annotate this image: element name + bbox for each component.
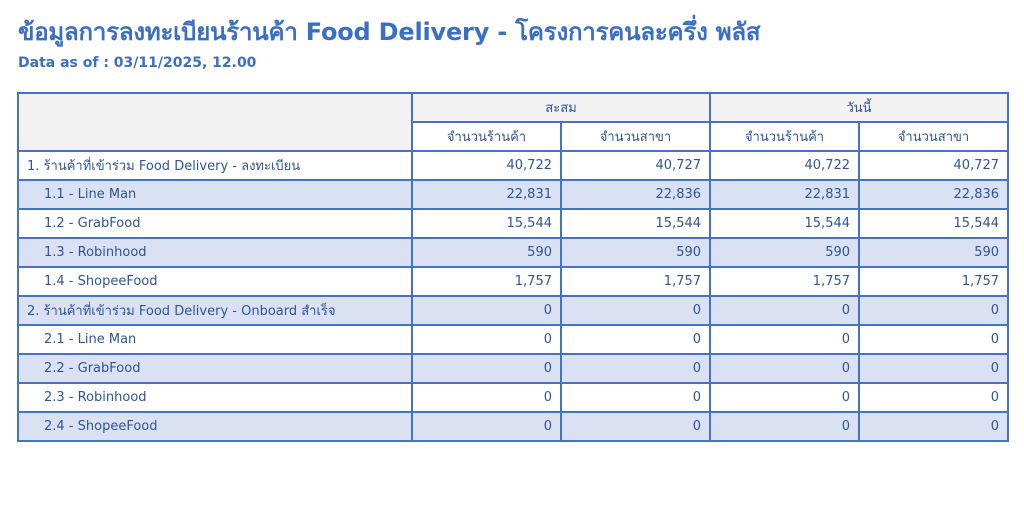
value-cell: 0 (559, 353, 712, 384)
subheader-stores: จำนวนร้านค้า (411, 121, 562, 152)
value-cell: 0 (709, 382, 861, 413)
row-label: 1.2 - GrabFood (17, 208, 413, 239)
table-row: 1.4 - ShopeeFood 1,757 1,757 1,757 1,757 (17, 266, 1010, 297)
row-label: 1.1 - Line Man (17, 179, 413, 210)
value-cell: 22,836 (858, 179, 1010, 210)
value-cell: 0 (709, 353, 861, 384)
table-row: 1.3 - Robinhood 590 590 590 590 (17, 237, 1010, 268)
registration-table: สะสม วันนี้ จำนวนร้านค้า จำนวนสาขา จำนวน… (17, 92, 1010, 442)
table-row: 2.4 - ShopeeFood 0 0 0 0 (17, 411, 1010, 442)
value-cell: 0 (559, 411, 712, 442)
row-label: 1. ร้านค้าที่เข้าร่วม Food Delivery - ลง… (17, 150, 413, 181)
subheader-row: จำนวนร้านค้า จำนวนสาขา จำนวนร้านค้า จำนว… (18, 121, 1010, 152)
value-cell: 590 (709, 237, 861, 268)
value-cell: 40,722 (411, 150, 562, 181)
table-row: 1. ร้านค้าที่เข้าร่วม Food Delivery - ลง… (17, 150, 1010, 181)
value-cell: 0 (858, 353, 1010, 384)
value-cell: 0 (858, 382, 1010, 413)
value-cell: 590 (559, 237, 712, 268)
value-cell: 0 (858, 295, 1010, 326)
value-cell: 22,831 (709, 179, 861, 210)
value-cell: 0 (858, 411, 1010, 442)
value-cell: 40,727 (559, 150, 712, 181)
group-header-cumulative: สะสม (410, 92, 712, 123)
value-cell: 0 (858, 324, 1010, 355)
value-cell: 1,757 (559, 266, 712, 297)
row-label: 2.2 - GrabFood (17, 353, 413, 384)
page-title: ข้อมูลการลงทะเบียนร้านค้า Food Delivery … (18, 18, 761, 46)
value-cell: 0 (709, 324, 861, 355)
value-cell: 0 (411, 324, 562, 355)
value-cell: 1,757 (411, 266, 562, 297)
table-row: 2.2 - GrabFood 0 0 0 0 (17, 353, 1010, 384)
value-cell: 0 (411, 353, 562, 384)
row-label: 2.4 - ShopeeFood (17, 411, 413, 442)
table-row: 1.2 - GrabFood 15,544 15,544 15,544 15,544 (17, 208, 1010, 239)
corner-cell (17, 92, 413, 152)
group-header-today: วันนี้ (709, 92, 1010, 123)
value-cell: 0 (559, 324, 712, 355)
table-row: 2.1 - Line Man 0 0 0 0 (17, 324, 1010, 355)
group-header-row: สะสม วันนี้ (17, 92, 1010, 152)
value-cell: 15,544 (411, 208, 562, 239)
value-cell: 22,836 (559, 179, 712, 210)
value-cell: 1,757 (858, 266, 1010, 297)
subheader-branches: จำนวนสาขา (559, 121, 712, 152)
value-cell: 0 (559, 295, 712, 326)
value-cell: 40,727 (858, 150, 1010, 181)
table-row: 1.1 - Line Man 22,831 22,836 22,831 22,836 (17, 179, 1010, 210)
value-cell: 15,544 (858, 208, 1010, 239)
table-row: 2.3 - Robinhood 0 0 0 0 (17, 382, 1010, 413)
data-timestamp: Data as of : 03/11/2025, 12.00 (18, 55, 257, 71)
value-cell: 0 (411, 382, 562, 413)
value-cell: 590 (858, 237, 1010, 268)
value-cell: 590 (411, 237, 562, 268)
row-label: 2.3 - Robinhood (17, 382, 413, 413)
row-label: 2. ร้านค้าที่เข้าร่วม Food Delivery - On… (17, 295, 413, 326)
row-label: 1.3 - Robinhood (17, 237, 413, 268)
value-cell: 40,722 (709, 150, 861, 181)
value-cell: 22,831 (411, 179, 562, 210)
value-cell: 0 (709, 411, 861, 442)
table-row: 2. ร้านค้าที่เข้าร่วม Food Delivery - On… (17, 295, 1010, 326)
value-cell: 0 (559, 382, 712, 413)
value-cell: 15,544 (709, 208, 861, 239)
value-cell: 0 (411, 411, 562, 442)
value-cell: 1,757 (709, 266, 861, 297)
subheader-stores: จำนวนร้านค้า (709, 121, 861, 152)
table-body: 1. ร้านค้าที่เข้าร่วม Food Delivery - ลง… (17, 150, 1010, 442)
subheader-branches: จำนวนสาขา (858, 121, 1010, 152)
row-label: 2.1 - Line Man (17, 324, 413, 355)
value-cell: 0 (411, 295, 562, 326)
row-label: 1.4 - ShopeeFood (17, 266, 413, 297)
value-cell: 15,544 (559, 208, 712, 239)
value-cell: 0 (709, 295, 861, 326)
